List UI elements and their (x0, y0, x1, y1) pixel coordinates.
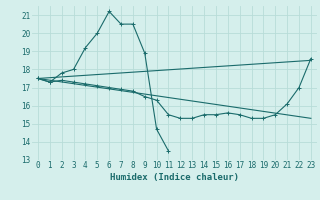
X-axis label: Humidex (Indice chaleur): Humidex (Indice chaleur) (110, 173, 239, 182)
